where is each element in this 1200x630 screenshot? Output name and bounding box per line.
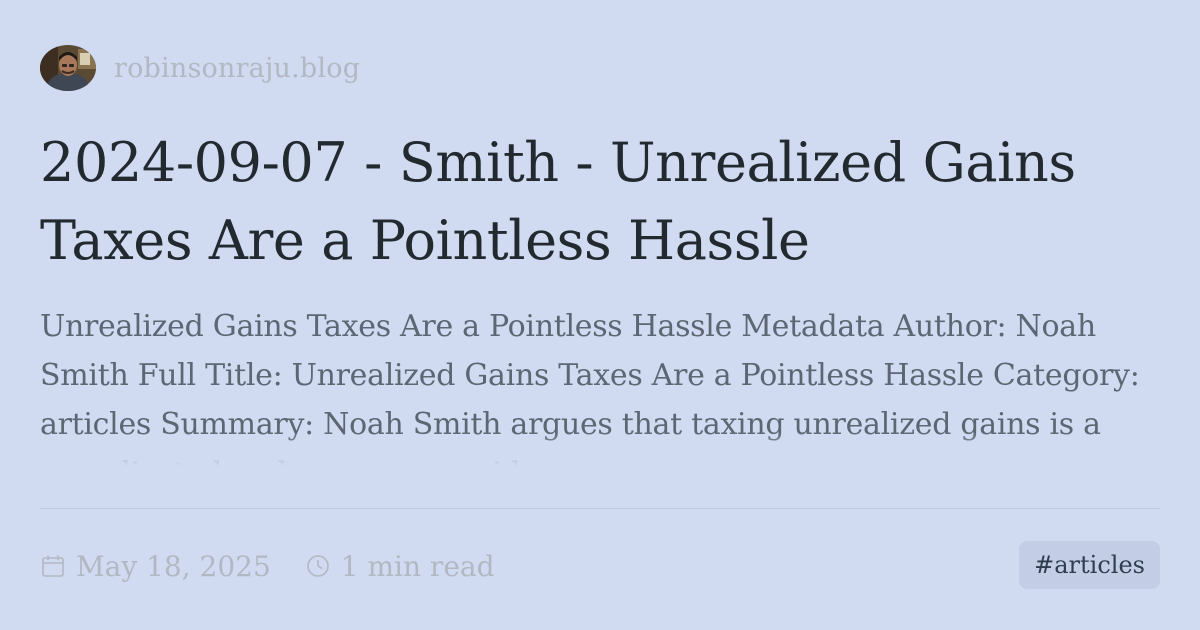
author-avatar[interactable] <box>40 45 96 91</box>
avatar-photo-icon <box>40 45 96 91</box>
divider <box>40 508 1160 509</box>
calendar-icon <box>40 553 66 579</box>
post-date: May 18, 2025 <box>40 550 271 583</box>
clock-icon <box>305 553 331 579</box>
site-name[interactable]: robinsonraju.blog <box>114 52 361 84</box>
post-date-text: May 18, 2025 <box>76 549 271 583</box>
post-excerpt-container: Unrealized Gains Taxes Are a Pointless H… <box>40 302 1160 472</box>
tag-articles[interactable]: #articles <box>1019 541 1160 589</box>
post-read-time-text: 1 min read <box>340 549 495 583</box>
site-header: robinsonraju.blog <box>40 44 360 92</box>
post-card: robinsonraju.blog 2024-09-07 - Smith - U… <box>40 0 1160 630</box>
excerpt-fade-overlay <box>40 432 1160 472</box>
post-title[interactable]: 2024-09-07 - Smith - Unrealized Gains Ta… <box>40 131 1076 272</box>
post-read-time: 1 min read <box>305 550 495 583</box>
post-meta: May 18, 2025 1 min read <box>40 546 495 586</box>
